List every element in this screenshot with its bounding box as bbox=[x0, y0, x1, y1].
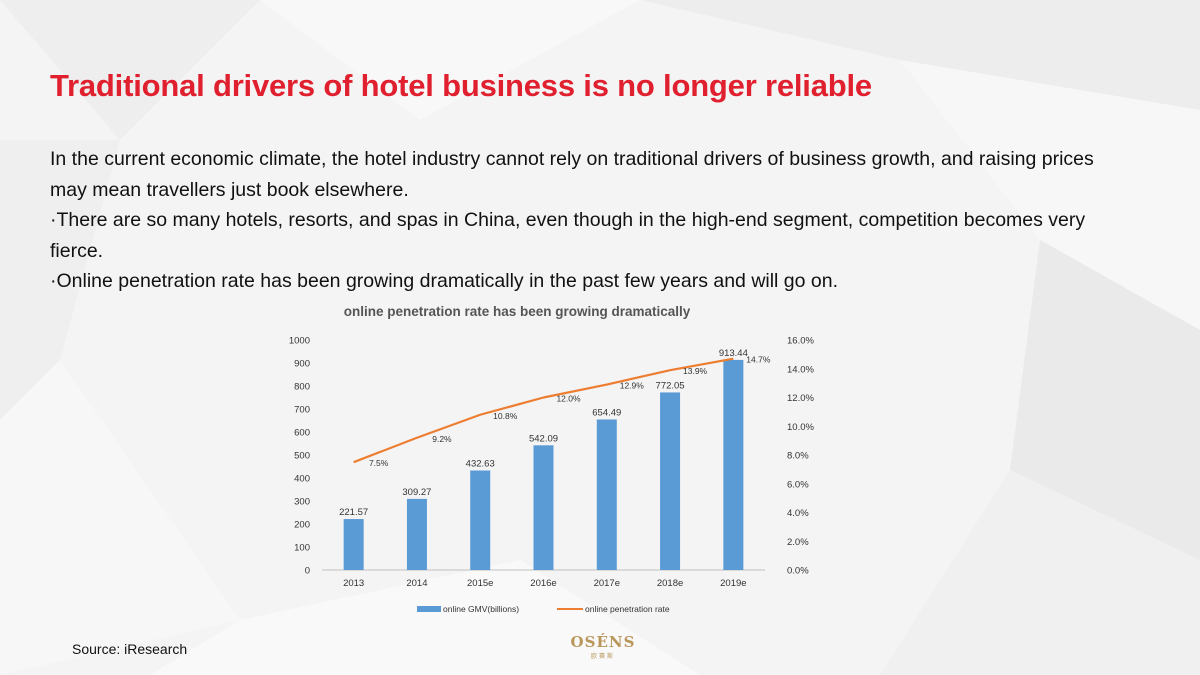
y-left-tick-label: 600 bbox=[294, 428, 310, 439]
logo-subtitle: 欧赛斯 bbox=[590, 654, 615, 660]
y-left-tick-label: 0 bbox=[305, 566, 310, 577]
line-data-label: 12.9% bbox=[620, 381, 645, 391]
paragraph-competition: ·There are so many hotels, resorts, and … bbox=[50, 209, 1086, 262]
bar-data-label: 221.57 bbox=[339, 507, 368, 518]
y-right-tick-label: 4.0% bbox=[787, 508, 809, 519]
logo-mark: OSÉNS bbox=[570, 633, 636, 651]
slide-title: Traditional drivers of hotel business is… bbox=[50, 68, 872, 103]
x-tick-label: 2019e bbox=[720, 578, 746, 589]
slide-body: In the current economic climate, the hot… bbox=[50, 144, 1130, 297]
line-data-label: 13.9% bbox=[683, 366, 708, 376]
company-logo: OSÉNS 欧赛斯 bbox=[563, 633, 643, 660]
legend-label-rate: online penetration rate bbox=[585, 604, 670, 614]
line-data-label: 7.5% bbox=[369, 458, 389, 468]
bar-gmv bbox=[596, 419, 617, 570]
line-data-label: 9.2% bbox=[432, 434, 452, 444]
legend-label-gmv: online GMV(billions) bbox=[443, 604, 519, 614]
bar-gmv bbox=[533, 445, 554, 570]
y-right-tick-label: 14.0% bbox=[787, 364, 814, 375]
y-left-tick-label: 100 bbox=[294, 543, 310, 554]
bar-gmv bbox=[470, 470, 491, 570]
bar-gmv bbox=[660, 392, 681, 570]
y-right-tick-label: 10.0% bbox=[787, 422, 814, 433]
x-tick-label: 2018e bbox=[657, 578, 683, 589]
y-left-tick-label: 800 bbox=[294, 382, 310, 393]
paragraph-intro: In the current economic climate, the hot… bbox=[50, 148, 1094, 201]
x-tick-label: 2016e bbox=[530, 578, 556, 589]
x-tick-label: 2017e bbox=[594, 578, 620, 589]
paragraph-online-penetration: ·Online penetration rate has been growin… bbox=[50, 270, 839, 292]
x-tick-label: 2014 bbox=[406, 578, 427, 589]
y-right-tick-label: 16.0% bbox=[787, 336, 814, 347]
y-left-tick-label: 900 bbox=[294, 359, 310, 370]
bar-gmv bbox=[723, 359, 744, 570]
penetration-rate-line bbox=[353, 357, 734, 464]
bar-data-label: 654.49 bbox=[592, 407, 621, 418]
bar-data-label: 309.27 bbox=[402, 487, 431, 498]
x-tick-label: 2015e bbox=[467, 578, 493, 589]
bar-data-label: 542.09 bbox=[529, 433, 558, 444]
chart-title: online penetration rate has been growing… bbox=[343, 304, 691, 319]
line-data-label: 12.0% bbox=[556, 394, 581, 404]
bar-gmv bbox=[406, 498, 427, 570]
x-tick-label: 2013 bbox=[343, 578, 364, 589]
source-note: Source: iResearch bbox=[72, 641, 188, 657]
y-left-tick-label: 400 bbox=[294, 474, 310, 485]
y-left-tick-label: 1000 bbox=[289, 336, 310, 347]
y-right-tick-label: 0.0% bbox=[787, 566, 809, 577]
line-data-label: 10.8% bbox=[493, 411, 518, 421]
bar-data-label: 772.05 bbox=[656, 380, 685, 391]
line-data-label: 14.7% bbox=[746, 355, 771, 365]
y-right-tick-label: 2.0% bbox=[787, 537, 809, 548]
y-right-tick-label: 8.0% bbox=[787, 451, 809, 462]
bar-data-label: 432.63 bbox=[466, 458, 495, 469]
legend-swatch-gmv bbox=[417, 606, 441, 612]
y-left-tick-label: 500 bbox=[294, 451, 310, 462]
y-left-tick-label: 200 bbox=[294, 520, 310, 531]
y-left-tick-label: 300 bbox=[294, 497, 310, 508]
y-left-tick-label: 700 bbox=[294, 405, 310, 416]
bar-data-label: 913.44 bbox=[719, 348, 748, 359]
y-right-tick-label: 6.0% bbox=[787, 479, 809, 490]
y-right-tick-label: 12.0% bbox=[787, 393, 814, 404]
bar-gmv bbox=[343, 519, 364, 570]
